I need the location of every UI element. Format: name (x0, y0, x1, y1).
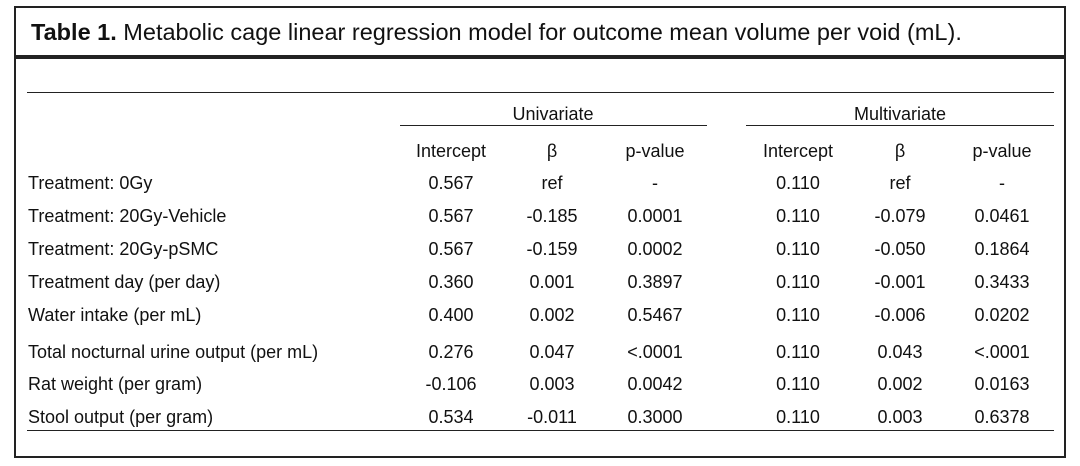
table-cell: 0.0002 (627, 239, 683, 259)
table-cell: ref (541, 173, 563, 193)
table-cell: 0.400 (428, 305, 474, 325)
row-label: Treatment: 20Gy-Vehicle (28, 206, 227, 226)
univariate-rule (400, 125, 707, 126)
table-cell: 0.0461 (974, 206, 1030, 226)
table-cell: 0.567 (428, 173, 474, 193)
col-header-pvalue-multi: p-value (972, 141, 1032, 161)
col-header-intercept-multi: Intercept (762, 141, 834, 161)
table-cell: 0.043 (877, 342, 923, 362)
table-cell: 0.110 (776, 374, 820, 394)
table-cell: -0.106 (425, 374, 477, 394)
table-cell: <.0001 (974, 342, 1030, 362)
table-cell: 0.110 (776, 407, 820, 427)
table-cell: 0.5467 (627, 305, 683, 325)
table-cell: - (652, 173, 658, 193)
table-cell: 0.276 (428, 342, 474, 362)
table-cell: 0.0042 (627, 374, 683, 394)
table-cell: -0.079 (874, 206, 926, 226)
table-cell: 0.003 (529, 374, 575, 394)
table-cell: 0.0001 (627, 206, 683, 226)
table-cell: - (999, 173, 1005, 193)
table-cell: 0.567 (428, 206, 474, 226)
row-label: Treatment day (per day) (28, 272, 221, 292)
table-cell: 0.002 (877, 374, 923, 394)
table-cell: <.0001 (627, 342, 683, 362)
group-header-multivariate: Multivariate (853, 104, 947, 124)
table-cell: -0.050 (874, 239, 926, 259)
table-cell: 0.1864 (974, 239, 1030, 259)
table-cell: 0.002 (529, 305, 575, 325)
col-header-pvalue-uni: p-value (625, 141, 685, 161)
col-header-beta-uni: β (546, 141, 558, 161)
table-cell: 0.6378 (974, 407, 1030, 427)
caption-text: Metabolic cage linear regression model f… (123, 19, 962, 45)
table-cell: 0.110 (776, 272, 820, 292)
table-cell: -0.011 (527, 407, 577, 427)
col-header-intercept-uni: Intercept (415, 141, 487, 161)
table-cell: 0.0202 (974, 305, 1030, 325)
table-cell: 0.360 (428, 272, 474, 292)
table-cell: 0.047 (529, 342, 575, 362)
bottom-rule (27, 430, 1054, 431)
table-cell: 0.567 (428, 239, 474, 259)
table-cell: 0.001 (529, 272, 575, 292)
top-rule (27, 92, 1054, 93)
row-label: Treatment: 0Gy (28, 173, 153, 193)
table-cell: 0.003 (877, 407, 923, 427)
table-cell: 0.3433 (974, 272, 1030, 292)
table-cell: -0.185 (526, 206, 578, 226)
table-cell: 0.534 (428, 407, 474, 427)
table-frame: Table 1. Metabolic cage linear regressio… (14, 6, 1066, 458)
table-cell: ref (889, 173, 911, 193)
multivariate-rule (746, 125, 1054, 126)
row-label: Total nocturnal urine output (per mL) (28, 342, 319, 362)
row-label: Water intake (per mL) (28, 305, 202, 325)
row-label: Rat weight (per gram) (28, 374, 203, 394)
table-cell: 0.110 (776, 173, 820, 193)
row-label: Stool output (per gram) (28, 407, 214, 427)
table-cell: 0.3897 (627, 272, 683, 292)
table-cell: 0.110 (776, 206, 820, 226)
table-cell: -0.001 (874, 272, 926, 292)
table-cell: 0.110 (776, 239, 820, 259)
table-cell: 0.110 (776, 305, 820, 325)
table-cell: -0.006 (874, 305, 926, 325)
table-cell: 0.0163 (974, 374, 1030, 394)
group-header-univariate: Univariate (512, 104, 594, 124)
col-header-beta-multi: β (894, 141, 906, 161)
table-cell: -0.159 (526, 239, 578, 259)
caption-label: Table 1. (31, 19, 117, 45)
table-caption: Table 1. Metabolic cage linear regressio… (16, 8, 1064, 59)
table-cell: 0.110 (776, 342, 820, 362)
table-cell: 0.3000 (627, 407, 683, 427)
row-label: Treatment: 20Gy-pSMC (28, 239, 219, 259)
